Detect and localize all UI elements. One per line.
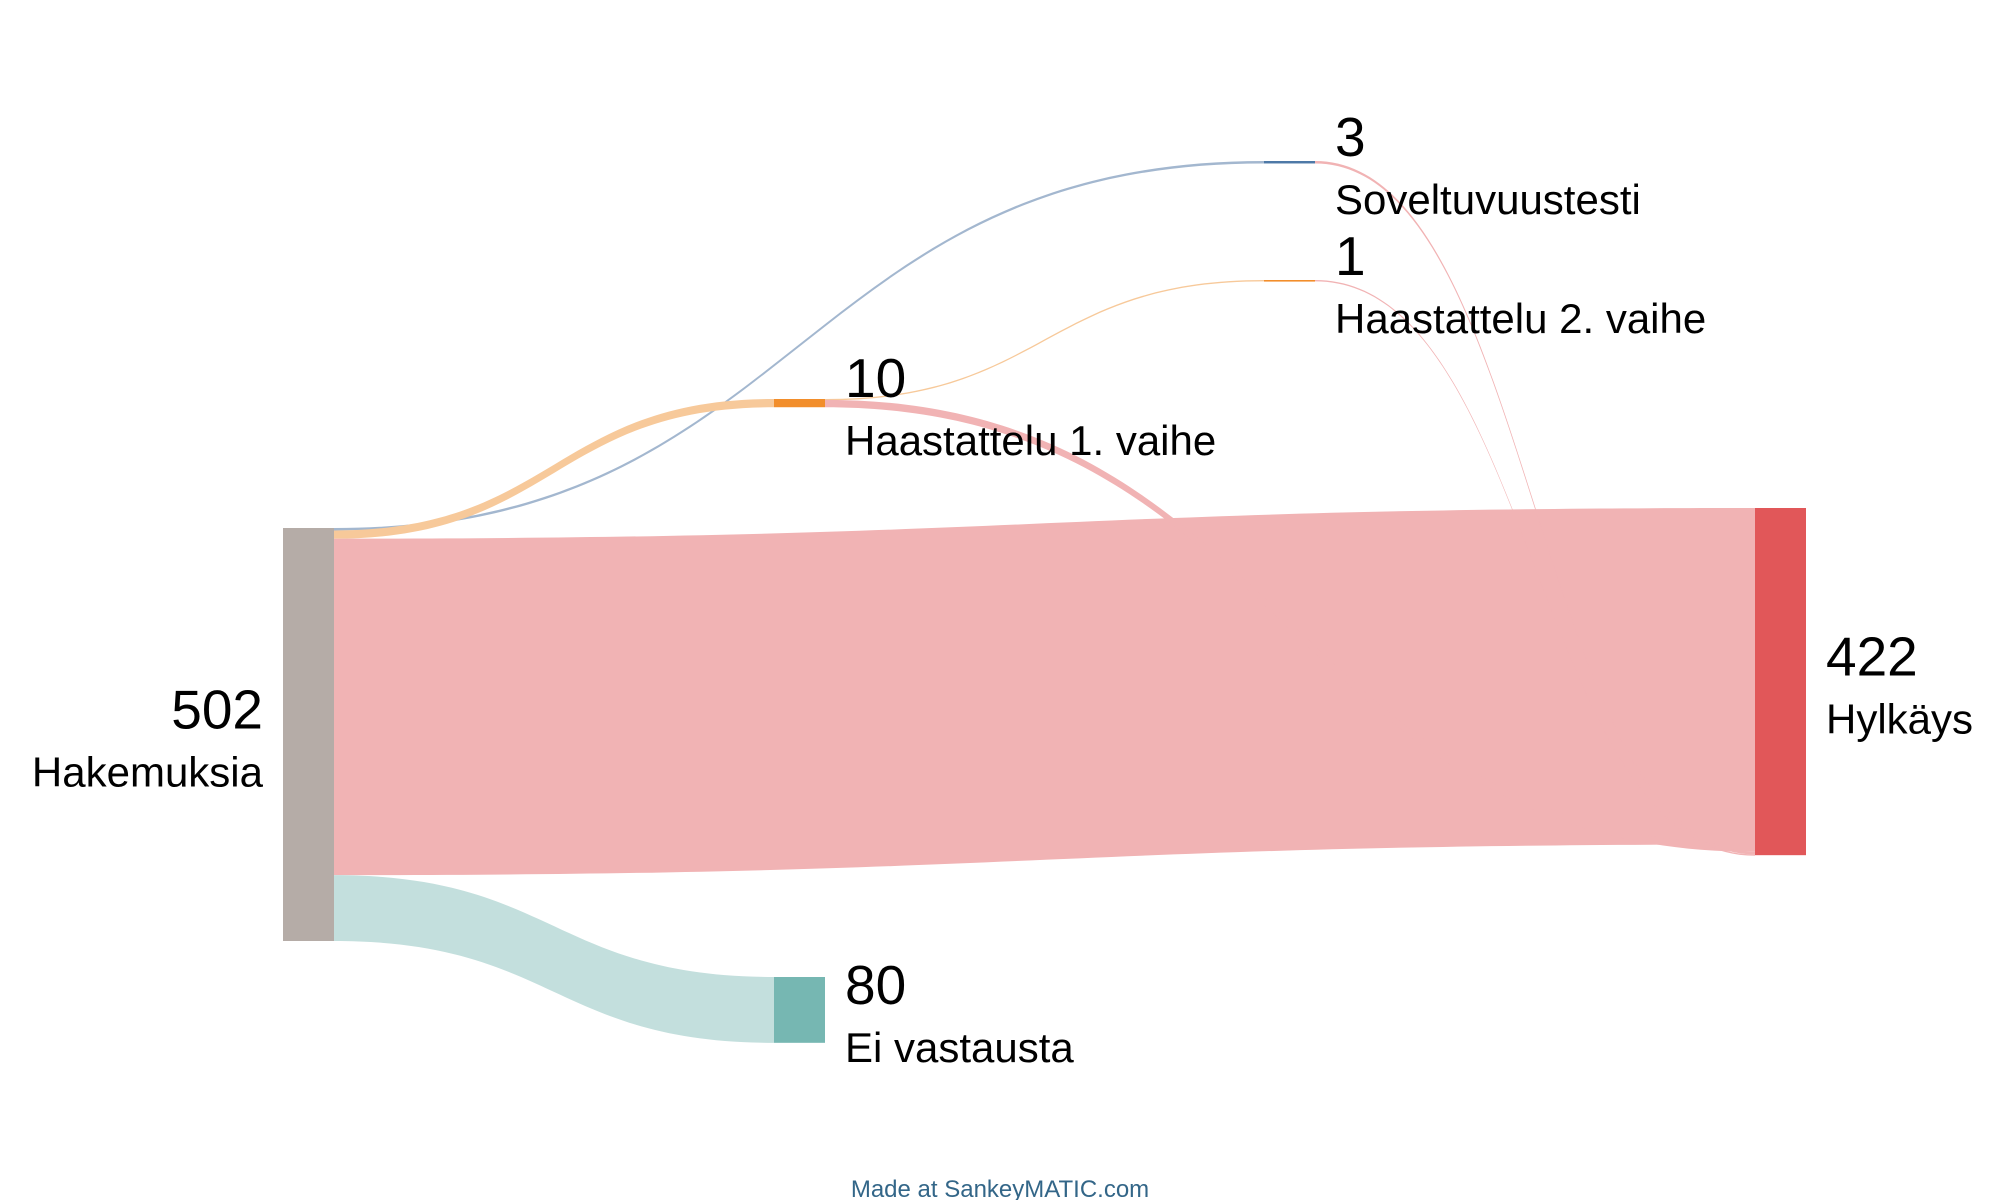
node-haastattelu1[interactable] xyxy=(774,399,825,408)
node-hylkays[interactable] xyxy=(1755,508,1806,856)
link-hakemuksia-to-haastattelu1[interactable] xyxy=(334,399,774,539)
node-label-hylkays: Hylkäys xyxy=(1826,696,1973,743)
node-label-haastattelu2: Haastattelu 2. vaihe xyxy=(1335,295,1706,342)
node-value-hylkays: 422 xyxy=(1826,626,1918,688)
node-ei_vastausta[interactable] xyxy=(774,977,825,1043)
link-soveltuvuustesti-to-hylkays[interactable] xyxy=(1315,161,1755,855)
sankey-links xyxy=(334,161,1755,1043)
link-hakemuksia-to-hylkays[interactable] xyxy=(334,508,1755,876)
node-soveltuvuustesti[interactable] xyxy=(1264,161,1315,164)
node-label-hakemuksia: Hakemuksia xyxy=(32,748,264,795)
made-at-credit[interactable]: Made at SankeyMATIC.com xyxy=(851,1176,1149,1200)
node-value-hakemuksia: 502 xyxy=(171,678,263,740)
sankey-nodes xyxy=(283,161,1806,1043)
node-label-soveltuvuustesti: Soveltuvuustesti xyxy=(1335,176,1641,223)
node-haastattelu2[interactable] xyxy=(1264,280,1315,282)
link-haastattelu1-to-hylkays[interactable] xyxy=(825,399,1755,852)
node-value-haastattelu2: 1 xyxy=(1335,225,1366,287)
node-value-ei_vastausta: 80 xyxy=(845,954,906,1016)
sankey-labels: 502 Hakemuksia 10 Haastattelu 1. vaihe 3 Sove… xyxy=(32,106,1973,1071)
link-haastattelu1-to-haastattelu2[interactable] xyxy=(825,280,1264,401)
node-label-haastattelu1: Haastattelu 1. vaihe xyxy=(845,417,1216,464)
node-hakemuksia[interactable] xyxy=(283,528,334,941)
link-hakemuksia-to-soveltuvuustesti[interactable] xyxy=(334,161,1264,531)
link-haastattelu2-to-hylkays[interactable] xyxy=(1315,280,1755,856)
link-hakemuksia-to-ei_vastausta[interactable] xyxy=(334,875,774,1043)
node-value-soveltuvuustesti: 3 xyxy=(1335,106,1366,168)
node-value-haastattelu1: 10 xyxy=(845,347,906,409)
node-label-ei_vastausta: Ei vastausta xyxy=(845,1024,1074,1071)
